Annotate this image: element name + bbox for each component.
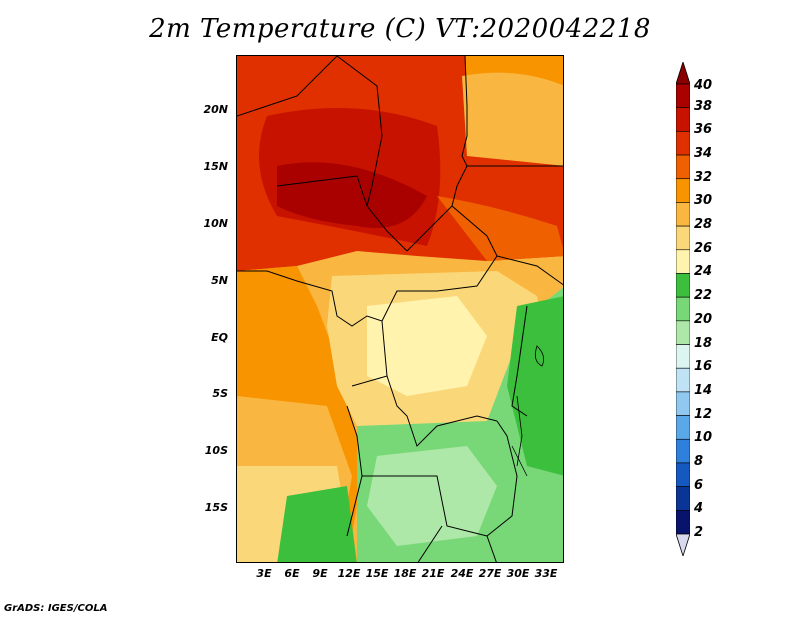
map-zone-nile [462, 72, 563, 156]
colorbar [676, 62, 690, 556]
colorbar-label: 30 [694, 193, 713, 209]
colorbar-segment [676, 438, 690, 464]
colorbar-segment [676, 486, 690, 511]
y-tick-label: 10N [203, 217, 228, 230]
map-zone-extreme [277, 162, 427, 228]
y-tick-label: 10S [204, 444, 228, 457]
map-zone-ocean-green [277, 486, 357, 562]
colorbar-segment [676, 462, 690, 487]
colorbar-segment [676, 273, 690, 298]
chart-title: 2m Temperature (C) VT:2020042218 [149, 14, 651, 44]
colorbar-label: 10 [694, 430, 713, 446]
x-tick-label: 30E [506, 567, 530, 580]
footer-credit: GrADS: IGES/COLA [4, 603, 108, 614]
country-borders [237, 56, 563, 562]
colorbar-label: 16 [694, 359, 713, 375]
colorbar-label: 40 [694, 78, 713, 93]
map-field [237, 56, 563, 562]
colorbar-bottom-arrow [676, 533, 690, 556]
colorbar-label: 14 [694, 382, 713, 398]
x-tick-label: 33E [534, 567, 558, 580]
colorbar-segment [676, 415, 690, 440]
colorbar-label: 34 [694, 146, 713, 162]
y-tick-label: 5N [211, 274, 228, 287]
colorbar-label: 26 [694, 240, 713, 256]
colorbar-label: 32 [694, 169, 713, 185]
colorbar-segment [676, 367, 690, 393]
colorbar-segment [676, 249, 690, 274]
y-tick-label: 5S [212, 387, 228, 400]
colorbar-label: 36 [694, 122, 713, 138]
colorbar-segment [676, 344, 690, 369]
colorbar-top-arrow [676, 62, 690, 85]
colorbar-label: 28 [694, 217, 713, 233]
x-tick-label: 27E [478, 567, 502, 580]
colorbar-label: 24 [694, 264, 713, 280]
colorbar-label: 20 [694, 311, 713, 327]
colorbar-label: 4 [694, 501, 704, 517]
x-tick-label: 12E [337, 567, 361, 580]
map-zone-east-warm [437, 196, 563, 261]
map-zone-congo [367, 296, 487, 396]
colorbar-label: 2 [694, 525, 704, 540]
colorbar-segment [676, 320, 690, 345]
x-tick-label: 21E [421, 567, 445, 580]
colorbar-segment [676, 154, 690, 180]
colorbar-label: 38 [694, 98, 713, 114]
colorbar-segment [676, 107, 690, 132]
y-tick-label: 20N [203, 103, 228, 116]
temperature-map [236, 55, 564, 563]
colorbar-label: 22 [694, 288, 713, 304]
colorbar-segment [676, 225, 690, 251]
colorbar-segment [676, 296, 690, 322]
x-tick-label: 18E [393, 567, 417, 580]
colorbar-label: 12 [694, 406, 713, 422]
x-tick-label: 15E [365, 567, 389, 580]
colorbar-label: 18 [694, 335, 713, 351]
colorbar-segment [676, 178, 690, 203]
colorbar-label: 8 [694, 453, 704, 469]
y-tick-label: EQ [211, 331, 228, 344]
lakes [511, 345, 545, 477]
colorbar-segment [676, 202, 690, 227]
colorbar-segment [676, 391, 690, 416]
colorbar-label: 6 [694, 477, 704, 493]
y-tick-label: 15N [203, 160, 228, 173]
colorbar-segment [676, 510, 690, 535]
x-tick-label: 24E [450, 567, 474, 580]
y-tick-label: 15S [204, 501, 228, 514]
x-tick-label: 3E [256, 567, 272, 580]
x-tick-label: 6E [284, 567, 300, 580]
map-zone-south-light [367, 446, 497, 546]
x-tick-label: 9E [312, 567, 328, 580]
colorbar-segment [676, 131, 690, 156]
colorbar-segment [676, 83, 690, 108]
